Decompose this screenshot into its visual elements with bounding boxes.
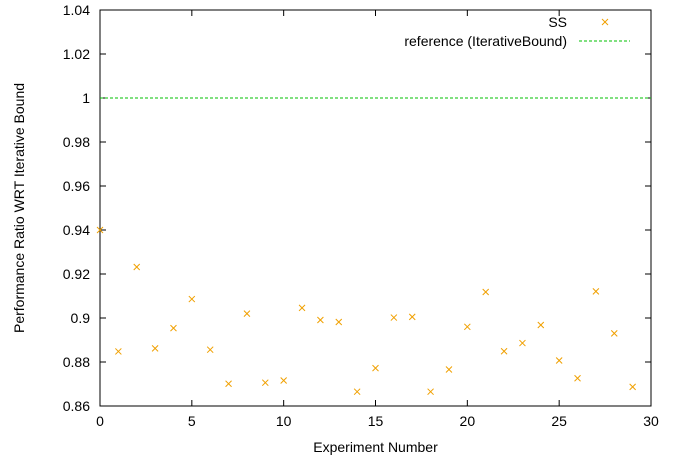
y-tick-label: 0.86 [63, 398, 90, 414]
data-point [280, 377, 288, 384]
y-tick-label: 0.92 [63, 266, 90, 282]
data-point [408, 313, 416, 321]
y-tick-label: 1 [82, 90, 90, 106]
legend-label-ss: SS [548, 14, 567, 30]
data-point [243, 310, 251, 317]
x-tick-label: 20 [460, 413, 476, 429]
data-point [555, 357, 563, 364]
data-point [188, 295, 196, 303]
y-tick-label: 0.88 [63, 354, 90, 370]
data-point [115, 348, 122, 355]
data-point [537, 321, 545, 329]
data-point [151, 345, 159, 352]
x-tick-label: 5 [188, 413, 196, 429]
data-point [519, 339, 526, 347]
data-point [390, 314, 398, 321]
x-tick-label: 25 [551, 413, 567, 429]
data-point [261, 379, 269, 387]
y-axis-title: Performance Ratio WRT Iterative Bound [11, 83, 27, 333]
data-point [592, 288, 600, 295]
data-point [482, 288, 490, 296]
data-point [463, 323, 471, 331]
data-point [427, 388, 434, 396]
data-point [170, 324, 177, 332]
data-point [225, 380, 232, 388]
legend-label-reference: reference (IterativeBound) [404, 33, 567, 49]
data-point [353, 388, 361, 396]
y-tick-label: 1.02 [63, 46, 90, 62]
axis-ticks: 0 5 10 15 20 25 30 0.86 0.88 0.9 0.92 0.94 0.96 0.98 1… [63, 2, 659, 429]
y-tick-label: 0.98 [63, 134, 90, 150]
data-points [96, 226, 636, 396]
y-tick-label: 0.96 [63, 178, 90, 194]
legend-marker-ss [601, 18, 609, 26]
plot-frame [99, 9, 652, 407]
x-tick-label: 15 [368, 413, 384, 429]
data-point [445, 366, 453, 373]
data-point [206, 346, 214, 354]
x-tick-label: 0 [96, 413, 104, 429]
data-point [629, 383, 636, 391]
y-tick-label: 1.04 [63, 2, 90, 18]
data-point [610, 330, 618, 337]
x-tick-label: 10 [276, 413, 292, 429]
data-point [372, 364, 379, 372]
x-tick-label: 30 [643, 413, 659, 429]
data-point [96, 226, 104, 234]
data-point [317, 316, 324, 324]
data-point [500, 347, 508, 355]
y-tick-label: 0.9 [71, 310, 91, 326]
data-point [335, 318, 343, 326]
y-tick-label: 0.94 [63, 222, 90, 238]
legend: SS reference (IterativeBound) [404, 14, 630, 49]
data-point [133, 263, 141, 271]
x-axis-title: Experiment Number [313, 439, 438, 455]
data-point [574, 374, 581, 382]
data-point [298, 304, 306, 312]
